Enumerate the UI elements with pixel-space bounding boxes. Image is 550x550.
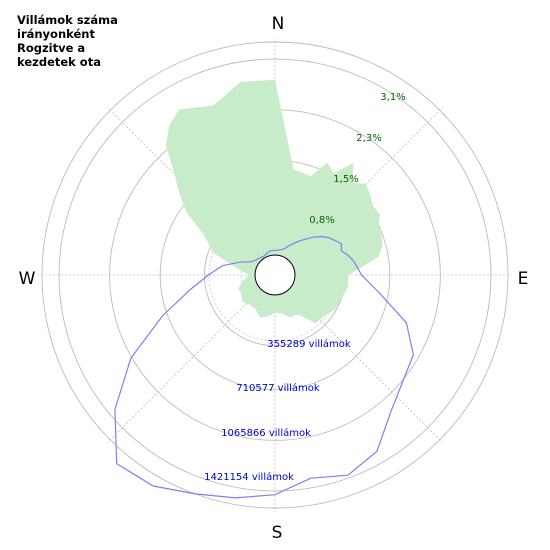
- percent-tick-label: 1,5%: [333, 174, 358, 185]
- compass-south: S: [272, 523, 283, 543]
- count-tick-label: 710577 villámok: [236, 382, 320, 394]
- center-hole: [254, 254, 296, 296]
- count-tick-label: 1421154 villámok: [204, 471, 294, 483]
- compass-north: N: [272, 14, 285, 34]
- percent-tick-label: 3,1%: [380, 92, 405, 103]
- data-layer: [114, 79, 415, 499]
- percent-tick-label: 0,8%: [309, 215, 334, 226]
- percent-grid-ring: [58, 58, 492, 492]
- chart-title: Villámok száma irányonként Rogzitve a ke…: [17, 13, 118, 69]
- count-tick-label: 355289 villámok: [267, 338, 351, 350]
- percent-tick-label: 2,3%: [356, 133, 381, 144]
- spoke-line: [107, 288, 262, 443]
- label-layer: N E S W 0,8% 1,5% 2,3% 3,1% 355289 villá…: [19, 14, 529, 543]
- count-tick-label: 1065866 villámok: [221, 427, 311, 439]
- compass-west: W: [19, 269, 36, 289]
- compass-east: E: [518, 269, 529, 289]
- center-hole-circle: [254, 254, 296, 296]
- percent-area: [165, 79, 383, 324]
- count-line: [114, 235, 415, 499]
